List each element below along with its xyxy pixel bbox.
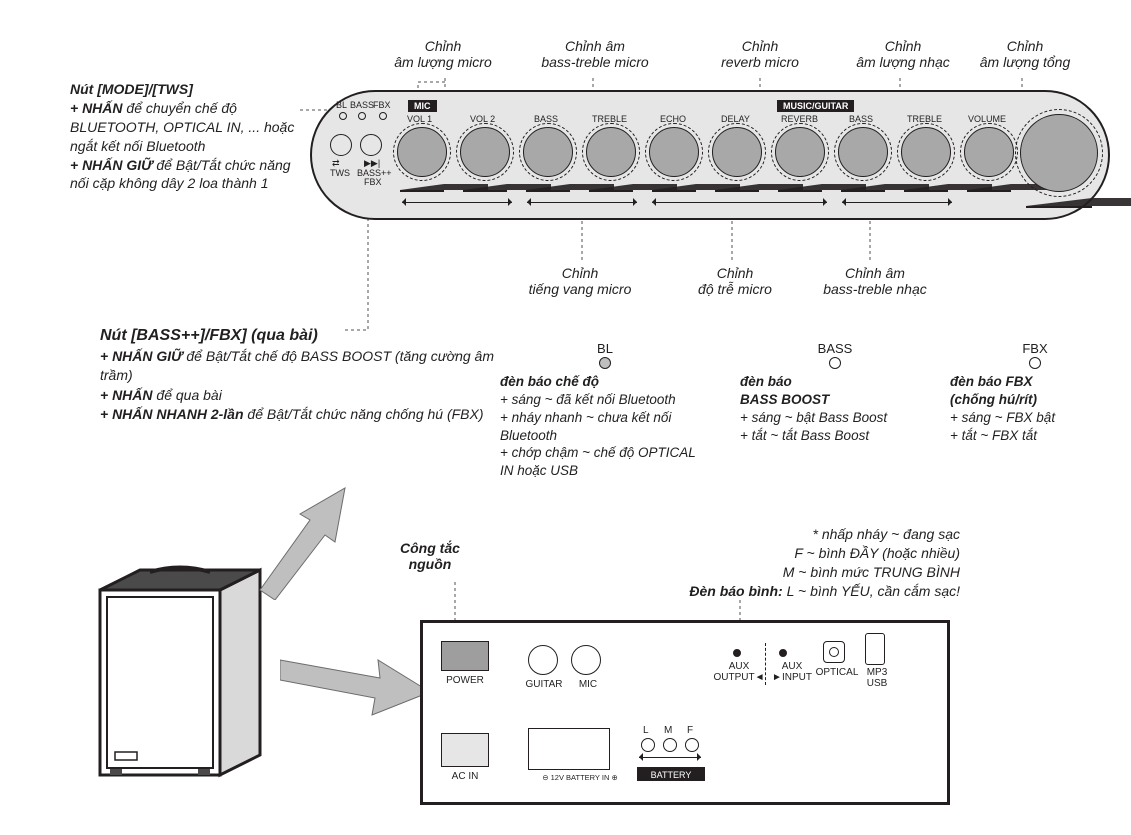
aux-out-port[interactable] <box>733 649 741 657</box>
led-F <box>685 738 699 752</box>
lbl-usb: MP3 USB <box>861 667 893 689</box>
lbl-M: M <box>664 725 672 736</box>
lbl-guitar: GUITAR <box>523 679 565 690</box>
usb-port[interactable] <box>865 633 885 665</box>
lbl-power: POWER <box>445 675 485 686</box>
lbl-acin: AC IN <box>447 771 483 782</box>
lbl-aux-in: AUX ►INPUT <box>769 661 815 683</box>
power-switch[interactable] <box>441 641 489 671</box>
lbl-L: L <box>643 725 649 736</box>
optical-port[interactable] <box>823 641 845 663</box>
led-M <box>663 738 677 752</box>
back-panel: POWER AC IN GUITAR MIC ⊖ 12V BATTERY IN … <box>420 620 950 805</box>
lbl-battery: BATTERY <box>637 767 705 781</box>
lbl-optical: OPTICAL <box>815 667 859 678</box>
batt-in-port[interactable] <box>528 728 610 770</box>
lbl-mic: MIC <box>575 679 601 690</box>
ac-in-port[interactable] <box>441 733 489 767</box>
aux-in-port[interactable] <box>779 649 787 657</box>
lbl-F: F <box>687 725 693 736</box>
jack-guitar[interactable] <box>528 645 558 675</box>
lbl-aux-out: AUX OUTPUT◄ <box>713 661 765 683</box>
led-L <box>641 738 655 752</box>
lbl-batt-in: 12V BATTERY IN <box>551 773 610 782</box>
jack-mic[interactable] <box>571 645 601 675</box>
